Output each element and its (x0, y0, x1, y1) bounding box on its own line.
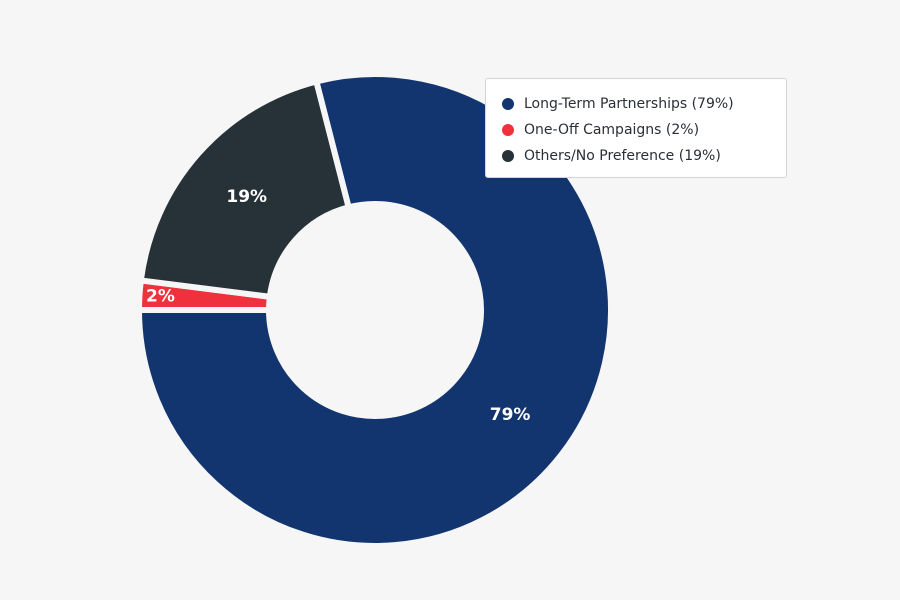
legend-marker-others (502, 150, 514, 162)
legend-label-others: Others/No Preference (19%) (524, 148, 721, 164)
legend-item-others[interactable]: Others/No Preference (19%) (502, 143, 786, 169)
slice-label-one-off: 2% (146, 287, 175, 307)
slice-others[interactable] (137, 77, 353, 301)
legend-marker-long-term (502, 98, 514, 110)
slice-label-others: 19% (226, 187, 267, 207)
legend-marker-one-off (502, 124, 514, 136)
slice-label-long-term: 79% (490, 405, 531, 425)
slice-long-term[interactable] (135, 71, 614, 549)
legend-item-one-off[interactable]: One-Off Campaigns (2%) (502, 117, 786, 143)
legend: Long-Term Partnerships (79%) One-Off Cam… (485, 78, 787, 178)
legend-label-one-off: One-Off Campaigns (2%) (524, 122, 700, 138)
legend-label-long-term: Long-Term Partnerships (79%) (524, 96, 734, 112)
legend-item-long-term[interactable]: Long-Term Partnerships (79%) (502, 91, 786, 117)
